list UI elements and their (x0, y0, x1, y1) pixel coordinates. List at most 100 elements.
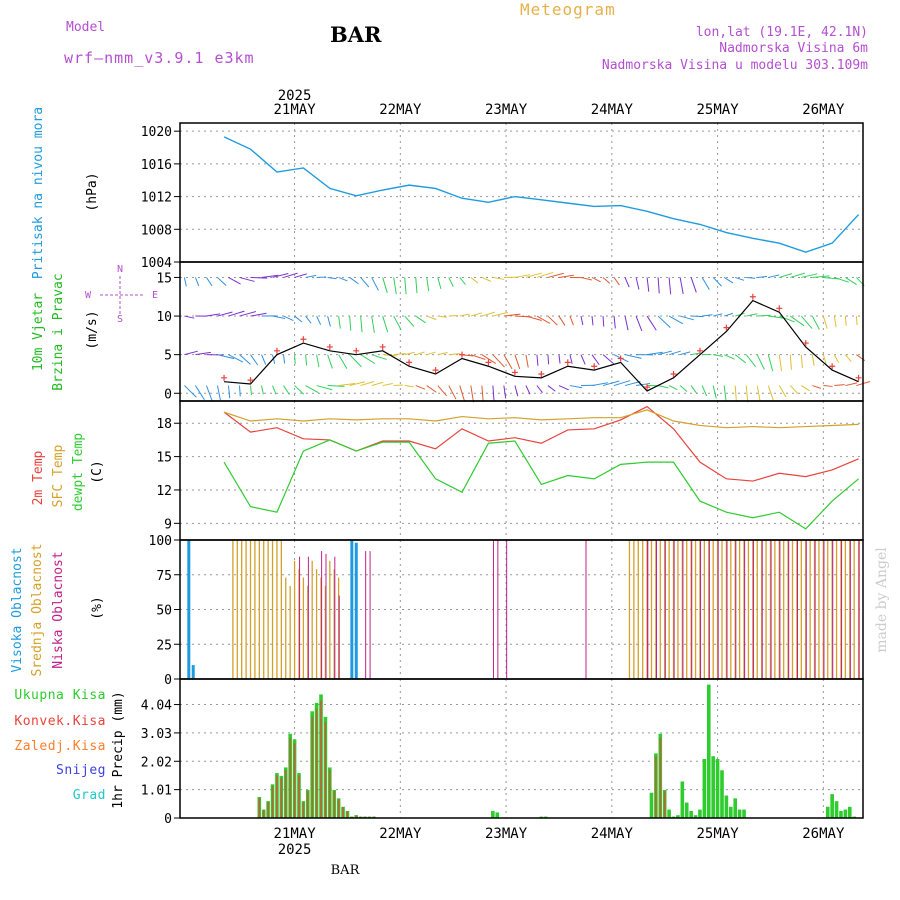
wind-arrow (624, 315, 629, 331)
wind-arrow (745, 354, 756, 367)
wind-arrow (349, 381, 365, 387)
wind-arrow (360, 381, 375, 387)
convective-bar (355, 815, 358, 818)
wind-gust-marker (300, 336, 307, 343)
wind-arrow (789, 385, 799, 395)
wind-arrow (591, 316, 594, 326)
top-day-label: 21MAY (273, 102, 316, 118)
wind-arrow (536, 385, 543, 393)
convective-bar (276, 775, 278, 818)
wind-arrow (735, 276, 745, 281)
pressure-title: Pritisak na nivou mora (31, 107, 46, 279)
wind-arrow (779, 273, 793, 278)
wind-arrow (735, 312, 745, 317)
compass-w: W (85, 290, 92, 301)
wind-gust-marker (855, 374, 862, 381)
precip-bar (839, 810, 843, 818)
convective-bar (267, 801, 269, 818)
wind-arrow (757, 314, 771, 317)
temp-sfc-title: SFC Temp (51, 445, 66, 508)
wind-arrow (558, 315, 566, 326)
wind-arrow (272, 315, 286, 319)
wind-arrow (382, 315, 389, 333)
wind-arrow (470, 277, 479, 284)
precip-bar (706, 684, 711, 818)
credit-label: made by Angel (874, 547, 890, 653)
wind-arrow (272, 354, 276, 365)
wind-arrow (492, 385, 495, 401)
precip-bar (676, 815, 680, 818)
precip-unit: 1hr Precip (mm) (111, 691, 126, 808)
pressure-unit: (hPa) (85, 172, 100, 211)
wind-arrow (602, 277, 611, 284)
wind-arrow (812, 385, 822, 389)
wind-arrow (525, 315, 542, 321)
wind-arrow (591, 354, 600, 366)
precip-bar (742, 809, 746, 818)
wind-arrow (800, 315, 813, 329)
wind-arrow (316, 315, 322, 325)
bottom-day-label: 23MAY (485, 826, 528, 842)
wind-arrow (613, 277, 620, 286)
wind-arrow (745, 385, 749, 403)
top-day-label: 24MAY (591, 102, 634, 118)
wind-arrow (349, 277, 359, 285)
convective-bar (320, 700, 322, 818)
wind-arrow (536, 271, 554, 278)
wind-arrow (801, 385, 810, 392)
wind-arrow (580, 354, 586, 365)
wind-arrow (437, 315, 447, 318)
wind-arrow (404, 315, 415, 327)
wind-arrow (613, 316, 616, 329)
wind-arrow (679, 315, 694, 321)
convective-bar (333, 791, 336, 818)
wind-arrow (602, 380, 620, 387)
wind-arrow (338, 382, 356, 387)
wind-gust-marker (432, 367, 439, 374)
convective-bar (311, 716, 313, 818)
convective-bar (346, 811, 349, 818)
wind-arrow (382, 277, 388, 294)
wind-arrow (283, 354, 286, 364)
bottom-day-label: 25MAY (697, 826, 740, 842)
wind-arrow (437, 385, 447, 397)
wind-arrow (404, 385, 414, 388)
wind-arrow (327, 354, 333, 369)
wind-arrow (371, 315, 375, 333)
wind-gust-marker (538, 370, 545, 377)
wind-arrow (525, 354, 529, 368)
wind-arrow (437, 352, 448, 356)
wind-arrow (756, 354, 765, 370)
precip-bar (834, 801, 839, 818)
y-tick-label: 9 (164, 517, 172, 532)
wind-arrow (635, 277, 640, 290)
wind-arrow (437, 277, 442, 290)
wind-arrow (481, 311, 495, 317)
wind-arrow (349, 316, 352, 331)
wind-arrow (855, 316, 858, 326)
convective-bar (280, 777, 283, 818)
wind-gust-marker (802, 340, 809, 347)
wind-arrow (756, 385, 761, 402)
convective-bar (663, 791, 666, 818)
wind-arrow (778, 354, 783, 372)
wind-arrow (525, 385, 531, 395)
convective-bar (258, 797, 261, 818)
convective-bar (298, 775, 300, 818)
wind-arrow (194, 385, 205, 401)
wind-arrow (536, 354, 539, 366)
precip-bar (680, 781, 685, 818)
wind-arrow (647, 351, 663, 356)
wind-arrow (448, 314, 458, 317)
wind-arrow (668, 350, 681, 356)
wind-arrow (690, 385, 698, 394)
precip-bar (649, 792, 654, 818)
wind-arrow (503, 354, 513, 370)
precip-bar (711, 756, 715, 818)
wind-arrow (657, 277, 660, 294)
wind-arrow (822, 315, 828, 329)
wind-arrow (195, 351, 211, 356)
precip-bar (702, 759, 707, 818)
wind-arrow (811, 315, 820, 330)
wind-arrow (734, 385, 737, 403)
